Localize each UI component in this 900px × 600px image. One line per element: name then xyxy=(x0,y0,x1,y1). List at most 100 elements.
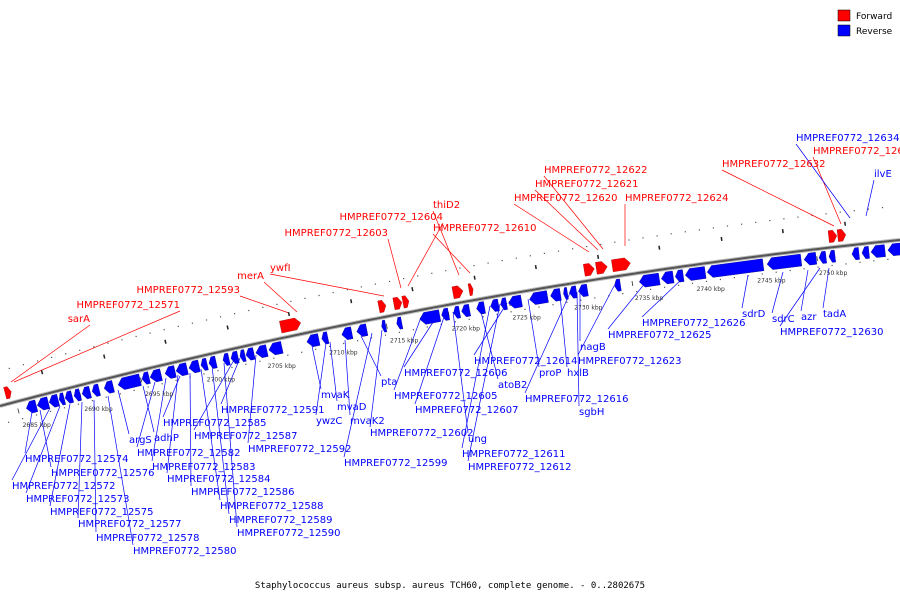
reverse-gene-arrow[interactable] xyxy=(766,253,803,270)
reverse-gene-arrow[interactable] xyxy=(341,326,354,340)
reverse-gene-arrow[interactable] xyxy=(828,249,836,263)
leader-line xyxy=(779,267,821,327)
reverse-gene-label: HMPREF0772_12630 xyxy=(780,327,883,338)
grid-dot xyxy=(769,220,771,222)
reverse-gene-arrow[interactable] xyxy=(255,344,269,358)
forward-gene-arrow[interactable] xyxy=(467,283,474,296)
reverse-gene-arrow[interactable] xyxy=(685,266,707,281)
reverse-gene-arrow[interactable] xyxy=(675,269,685,283)
forward-gene-arrow[interactable] xyxy=(401,295,410,309)
reverse-gene-arrow[interactable] xyxy=(529,290,549,305)
axis-tick-label: 2720 kbp xyxy=(452,326,480,333)
reverse-gene-arrow[interactable] xyxy=(500,297,508,311)
reverse-gene-arrow[interactable] xyxy=(245,347,256,361)
grid-dot xyxy=(684,231,686,233)
reverse-gene-arrow[interactable] xyxy=(803,252,818,266)
reverse-gene-arrow[interactable] xyxy=(419,309,442,325)
reverse-gene-arrow[interactable] xyxy=(230,350,240,364)
grid-dot xyxy=(175,379,177,381)
reverse-gene-arrow[interactable] xyxy=(37,396,51,411)
grid-dot xyxy=(839,211,841,213)
minor-tick xyxy=(597,254,600,260)
forward-gene-arrow[interactable] xyxy=(3,386,12,400)
reverse-gene-arrow[interactable] xyxy=(356,323,369,337)
reverse-gene-arrow[interactable] xyxy=(563,287,569,300)
reverse-gene-arrow[interactable] xyxy=(851,247,860,261)
reverse-gene-arrow[interactable] xyxy=(861,246,870,259)
reverse-gene-arrow[interactable] xyxy=(239,349,247,363)
reverse-gene-arrow[interactable] xyxy=(73,388,82,402)
reverse-gene-arrow[interactable] xyxy=(461,303,471,318)
leader-line xyxy=(200,368,221,501)
reverse-gene-arrow[interactable] xyxy=(141,371,151,385)
leader-line xyxy=(263,281,298,313)
axis-tick xyxy=(631,280,634,287)
reverse-gene-arrow[interactable] xyxy=(569,285,578,299)
reverse-gene-arrow[interactable] xyxy=(103,380,115,394)
forward-gene-arrow[interactable] xyxy=(451,285,464,299)
reverse-gene-arrow[interactable] xyxy=(870,244,886,258)
reverse-gene-label: HMPREF0772_12578 xyxy=(96,533,199,544)
reverse-gene-arrow[interactable] xyxy=(550,288,562,302)
reverse-gene-arrow[interactable] xyxy=(164,365,177,379)
leader-line xyxy=(461,305,491,449)
reverse-gene-arrow[interactable] xyxy=(661,270,675,285)
reverse-gene-arrow[interactable] xyxy=(490,298,500,312)
forward-gene-arrow[interactable] xyxy=(836,228,847,242)
reverse-gene-arrow[interactable] xyxy=(200,357,209,371)
grid-dot xyxy=(761,273,763,275)
reverse-gene-arrow[interactable] xyxy=(149,368,163,383)
forward-gene-arrow[interactable] xyxy=(583,263,595,277)
leader-line xyxy=(10,324,91,383)
reverse-gene-arrow[interactable] xyxy=(175,362,189,377)
leader-line xyxy=(315,342,327,416)
axis-tick xyxy=(17,408,20,414)
reverse-gene-arrow[interactable] xyxy=(188,359,201,374)
grid-dot xyxy=(22,364,24,366)
reverse-gene-arrow[interactable] xyxy=(453,305,461,319)
reverse-gene-arrow[interactable] xyxy=(706,258,765,278)
reverse-gene-arrow[interactable] xyxy=(268,341,284,356)
reverse-gene-arrow[interactable] xyxy=(639,272,661,288)
forward-gene-arrow[interactable] xyxy=(827,229,838,243)
reverse-gene-arrow[interactable] xyxy=(818,250,827,264)
grid-dot xyxy=(8,367,10,369)
reverse-gene-arrow[interactable] xyxy=(476,301,486,315)
reverse-gene-arrow[interactable] xyxy=(81,385,92,400)
forward-gene-arrow[interactable] xyxy=(279,317,301,334)
forward-gene-arrow[interactable] xyxy=(377,299,387,314)
forward-gene-arrow[interactable] xyxy=(611,257,631,273)
reverse-gene-arrow[interactable] xyxy=(222,352,231,366)
reverse-gene-arrow[interactable] xyxy=(91,383,101,397)
grid-dot xyxy=(91,400,93,402)
grid-dot xyxy=(301,351,303,353)
axis-tick xyxy=(816,256,818,262)
reverse-gene-label: argS xyxy=(129,435,152,446)
reverse-gene-arrow[interactable] xyxy=(578,283,589,297)
reverse-gene-arrow[interactable] xyxy=(64,390,74,404)
reverse-gene-arrow[interactable] xyxy=(887,242,900,256)
reverse-gene-arrow[interactable] xyxy=(208,355,218,369)
reverse-gene-arrow[interactable] xyxy=(381,319,388,333)
reverse-gene-arrow[interactable] xyxy=(48,394,60,408)
reverse-gene-arrow[interactable] xyxy=(26,399,39,414)
reverse-gene-arrow[interactable] xyxy=(306,333,321,348)
leader-line xyxy=(543,175,604,250)
reverse-gene-arrow[interactable] xyxy=(58,392,66,406)
reverse-gene-arrow[interactable] xyxy=(508,294,523,309)
leader-line xyxy=(13,310,181,383)
leader-line xyxy=(534,189,599,251)
leader-line xyxy=(189,372,192,487)
forward-gene-arrow[interactable] xyxy=(595,261,608,275)
grid-dot xyxy=(231,366,233,369)
reverse-gene-arrow[interactable] xyxy=(396,316,404,330)
reverse-gene-arrow[interactable] xyxy=(441,307,450,321)
forward-gene-arrow[interactable] xyxy=(392,296,403,311)
grid-dot xyxy=(473,265,475,267)
grid-dot xyxy=(468,318,470,320)
grid-dot xyxy=(147,386,149,388)
reverse-gene-arrow[interactable] xyxy=(614,278,622,292)
reverse-gene-arrow[interactable] xyxy=(117,373,142,390)
grid-dot xyxy=(374,283,376,285)
reverse-gene-arrow[interactable] xyxy=(321,331,330,345)
